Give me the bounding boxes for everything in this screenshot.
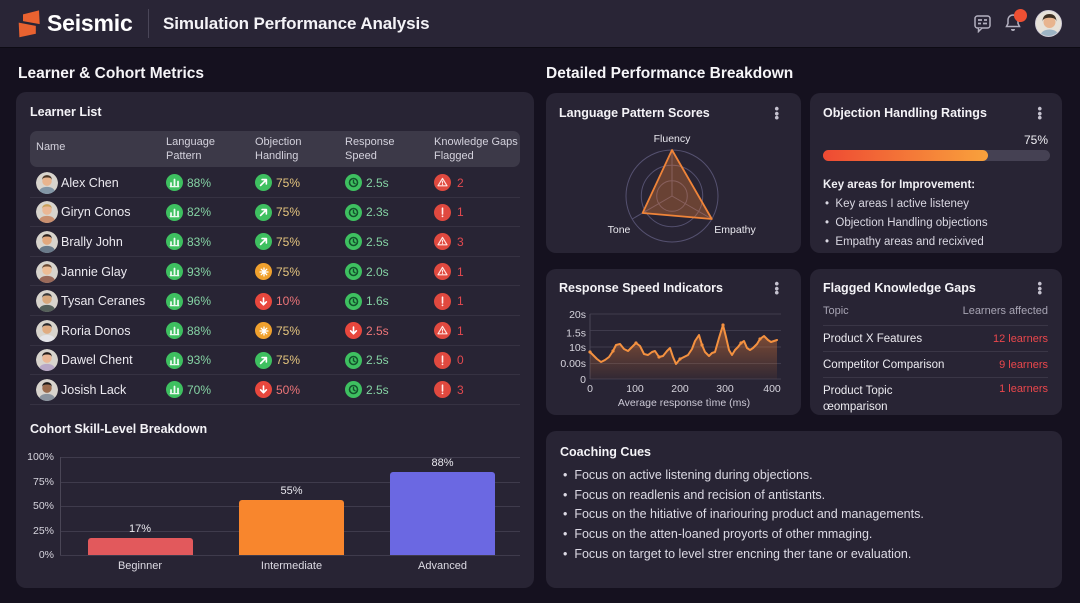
svg-text:200: 200	[671, 383, 689, 395]
svg-text:10s: 10s	[569, 342, 586, 354]
svg-text:0.00s: 0.00s	[560, 358, 586, 370]
svg-text:0: 0	[580, 374, 586, 386]
svg-text:Average response tìme (ms): Average response tìme (ms)	[618, 397, 750, 409]
svg-text:Tone: Tone	[608, 224, 631, 236]
svg-text:20s: 20s	[569, 309, 586, 321]
svg-text:Empathy: Empathy	[714, 224, 756, 236]
svg-text:400: 400	[763, 383, 781, 395]
svg-text:100: 100	[626, 383, 644, 395]
svg-text:0: 0	[587, 383, 593, 395]
svg-text:Fluency: Fluency	[654, 133, 692, 145]
svg-text:1.5s: 1.5s	[566, 328, 586, 340]
svg-text:300: 300	[716, 383, 734, 395]
